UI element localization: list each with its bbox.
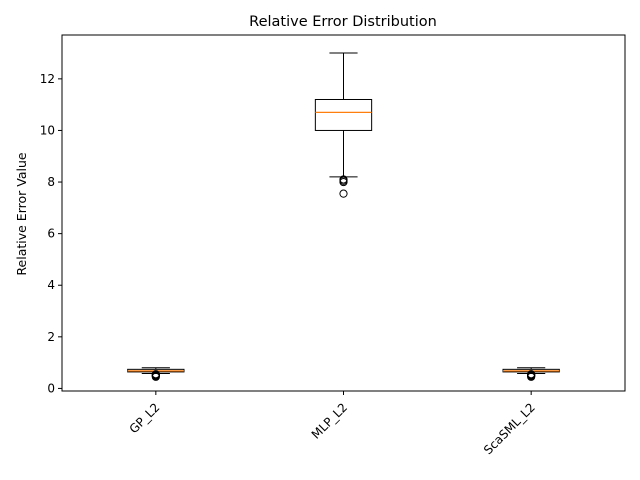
outlier-point [527,370,536,379]
y-axis-label: Relative Error Value [14,152,29,275]
box-iqr [314,98,373,131]
y-tick-label: 8 [47,175,55,189]
x-tick-label: MLP_L2 [309,400,350,441]
x-tick-label: GP_L2 [127,400,163,436]
outlier-point [151,370,160,379]
chart-title: Relative Error Distribution [249,14,437,30]
outlier-point [339,175,348,184]
outlier-point [339,189,348,198]
y-tick-label: 10 [40,123,55,137]
y-tick-label: 6 [47,227,55,241]
y-tick-label: 0 [47,381,55,395]
y-tick-label: 12 [40,72,55,86]
x-tick-label: ScaSML_L2 [481,400,538,457]
y-tick-label: 2 [47,330,55,344]
y-tick-label: 4 [47,278,55,292]
plot-area-frame [61,34,626,392]
